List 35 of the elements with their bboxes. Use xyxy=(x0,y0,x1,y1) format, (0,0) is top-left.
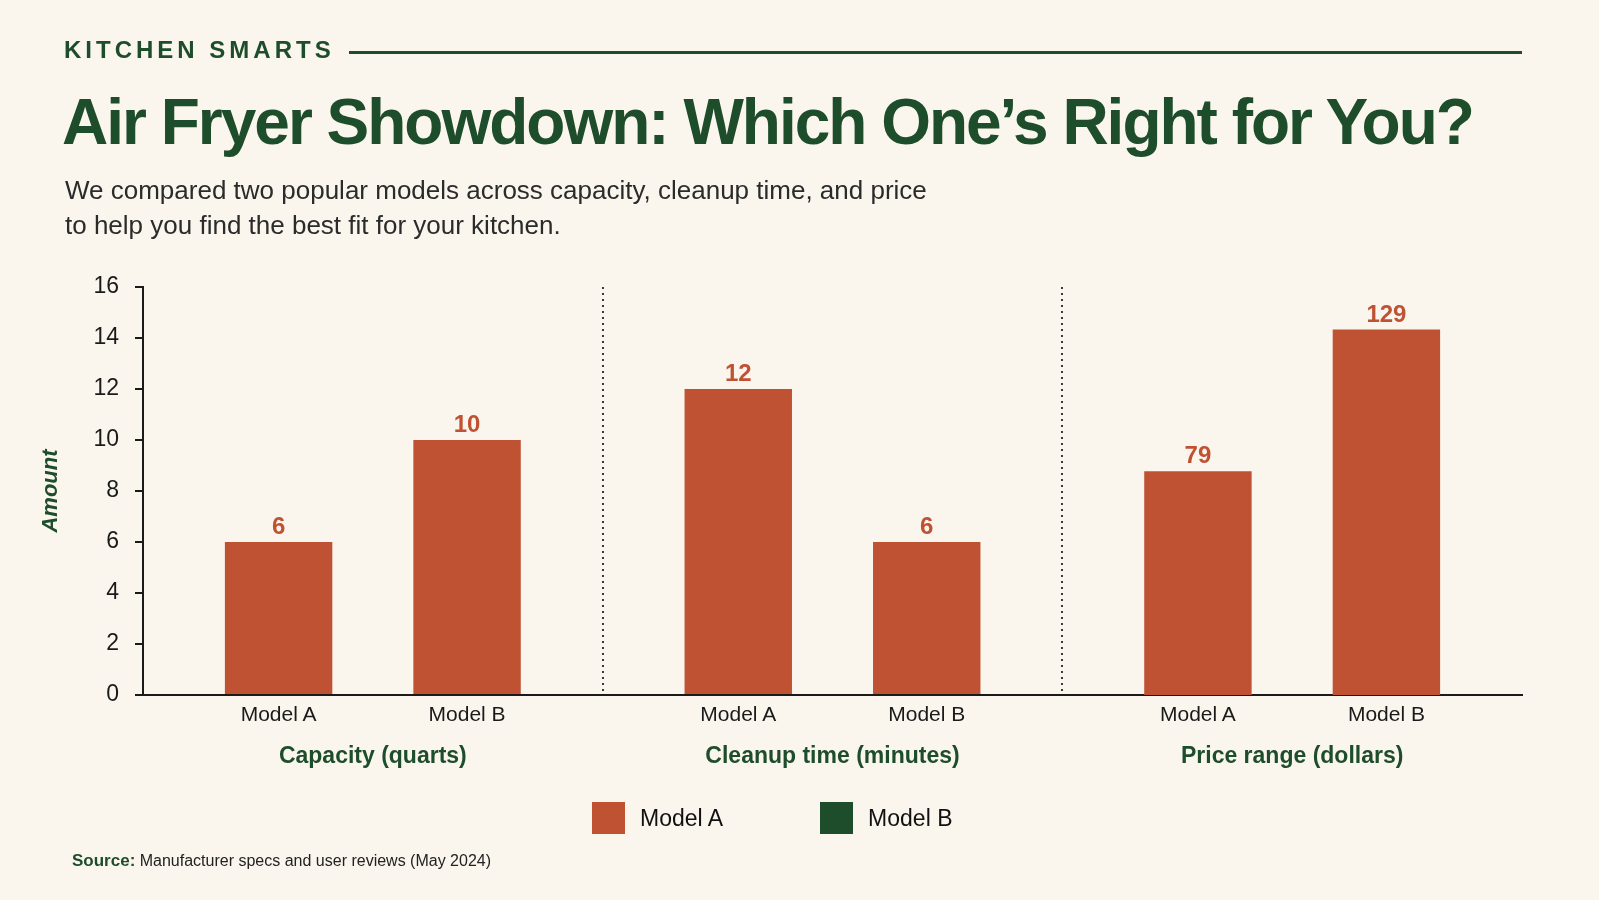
text: Model A xyxy=(240,702,317,726)
y-tick-label: 12 xyxy=(93,374,119,401)
source-note: Source: Manufacturer specs and user reviews (May 2024) xyxy=(72,851,492,870)
data-label: 129 xyxy=(1366,299,1407,327)
y-tick-label: 10 xyxy=(93,425,119,452)
y-tick-label: 8 xyxy=(106,476,119,503)
y-tick-label: 14 xyxy=(93,323,120,350)
x-tick-label: Capacity (quarts) xyxy=(278,742,467,769)
text: Model B xyxy=(868,804,953,831)
series-label: Model B xyxy=(428,702,506,726)
text: KITCHEN SMARTS xyxy=(64,36,335,64)
data-label: 79 xyxy=(1184,441,1212,469)
bar xyxy=(873,542,981,694)
series-label: Model A xyxy=(1159,702,1236,726)
chart-subtitle: We compared two popular models across capacity, cleanup time, and price to help you find the best fit for your kitchen. xyxy=(65,174,928,242)
x-tick-label: Cleanup time (minutes) xyxy=(705,742,960,769)
bar xyxy=(684,389,792,694)
y-tick-label: 4 xyxy=(106,578,120,605)
legend-label: Model A xyxy=(640,804,724,832)
text: Model B xyxy=(888,702,966,726)
y-tick-label: 0 xyxy=(106,680,119,707)
y-tick-label: 6 xyxy=(106,527,119,554)
bar xyxy=(224,542,333,694)
data-label: 12 xyxy=(724,359,752,386)
data-label: 10 xyxy=(453,410,481,437)
y-axis-title: Amount xyxy=(37,447,63,534)
y-tick-label: 2 xyxy=(106,629,119,656)
series-label: Model B xyxy=(1347,702,1425,726)
text: Model A xyxy=(700,702,777,726)
y-tick-label: 16 xyxy=(93,272,119,299)
data-label: 6 xyxy=(920,512,934,539)
x-tick-label: Price range (dollars) xyxy=(1180,742,1404,769)
bar xyxy=(413,440,521,694)
chart-title: Air Fryer Showdown: Which One’s Right for You? xyxy=(62,85,1473,160)
data-label: 6 xyxy=(271,512,286,539)
